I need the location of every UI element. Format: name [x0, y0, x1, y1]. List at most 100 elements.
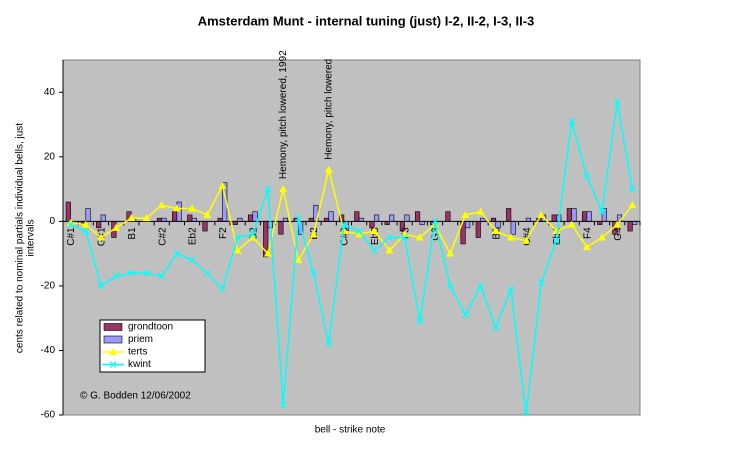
marker — [234, 234, 242, 241]
bar — [586, 211, 592, 222]
y-tick-label: 20 — [44, 151, 56, 162]
marker — [127, 214, 136, 222]
x-tick-label: G3 — [431, 227, 442, 241]
marker — [249, 230, 257, 238]
y-tick-label: -20 — [41, 281, 56, 292]
marker — [628, 201, 637, 209]
marker — [401, 234, 409, 241]
bar — [278, 221, 284, 235]
bar — [506, 208, 512, 222]
x-tick-label: F2 — [218, 227, 229, 239]
marker — [67, 221, 75, 229]
marker — [324, 165, 333, 173]
marker — [385, 246, 394, 254]
x-tick-label: C#1 — [66, 227, 77, 246]
marker — [537, 279, 545, 287]
marker — [127, 269, 135, 277]
marker — [294, 256, 303, 264]
marker — [173, 250, 181, 258]
marker — [582, 243, 591, 251]
marker — [568, 117, 576, 125]
marker — [112, 223, 121, 231]
bar — [389, 214, 395, 222]
marker — [461, 311, 469, 319]
credit: © G. Bodden 12/06/2002 — [80, 391, 191, 402]
bar — [65, 201, 71, 222]
marker — [446, 249, 455, 257]
legend-label: grondtoon — [128, 322, 173, 333]
marker — [143, 269, 150, 277]
y-tick-label: -60 — [41, 410, 56, 421]
marker — [522, 236, 531, 244]
marker — [491, 227, 500, 235]
x-tick-label: C#2 — [157, 227, 168, 246]
marker — [431, 217, 439, 225]
bar — [202, 221, 208, 232]
x-tick-label: Eb3 — [370, 227, 381, 245]
marker — [506, 233, 515, 241]
x-tick-label: C#4 — [522, 227, 533, 246]
y-axis-label-line: cents related to nominal partials indivi… — [15, 123, 26, 353]
marker — [415, 233, 424, 241]
bar — [176, 201, 182, 222]
marker — [203, 269, 211, 277]
bar — [369, 221, 375, 229]
marker — [66, 218, 75, 226]
marker — [583, 172, 591, 180]
bar — [551, 214, 557, 222]
bar — [510, 221, 516, 235]
marker — [157, 201, 166, 209]
x-tick-label: C#3 — [340, 227, 351, 246]
marker — [598, 233, 607, 241]
marker — [598, 208, 606, 216]
marker — [477, 282, 484, 290]
bar — [328, 211, 334, 222]
x-tick-label: F4 — [582, 227, 593, 239]
bar — [172, 211, 178, 222]
bar — [445, 211, 451, 222]
bar — [495, 221, 501, 229]
bar — [571, 208, 577, 222]
bar — [100, 214, 106, 222]
marker — [537, 210, 546, 218]
marker — [188, 256, 196, 264]
marker — [109, 361, 117, 368]
annotation: Hemony, pitch lowered — [323, 59, 334, 160]
bar — [187, 214, 193, 222]
marker — [339, 227, 348, 235]
marker — [294, 214, 302, 222]
marker — [370, 227, 379, 235]
bar — [85, 208, 91, 222]
x-tick-label: B1 — [127, 227, 138, 240]
y-tick-label: 0 — [49, 216, 55, 227]
marker — [264, 185, 272, 193]
marker — [82, 227, 90, 235]
marker — [325, 340, 333, 348]
marker — [233, 246, 242, 254]
marker — [507, 285, 515, 293]
marker — [97, 282, 105, 290]
bar — [354, 211, 360, 222]
x-tick-label: G4 — [613, 227, 624, 241]
legend-label: terts — [128, 347, 147, 358]
marker — [279, 401, 287, 409]
bar — [414, 211, 421, 222]
marker — [355, 230, 364, 238]
bar — [252, 211, 258, 222]
bar — [475, 221, 481, 238]
marker — [158, 272, 166, 280]
chart-title: Amsterdam Munt - internal tuning (just) … — [198, 13, 535, 28]
marker — [492, 324, 500, 332]
marker — [461, 210, 470, 218]
marker — [613, 98, 621, 106]
marker — [567, 220, 576, 228]
marker — [340, 221, 348, 229]
marker — [248, 233, 257, 241]
marker — [613, 220, 622, 228]
marker — [553, 237, 560, 245]
marker — [142, 214, 151, 222]
bar — [96, 221, 102, 229]
